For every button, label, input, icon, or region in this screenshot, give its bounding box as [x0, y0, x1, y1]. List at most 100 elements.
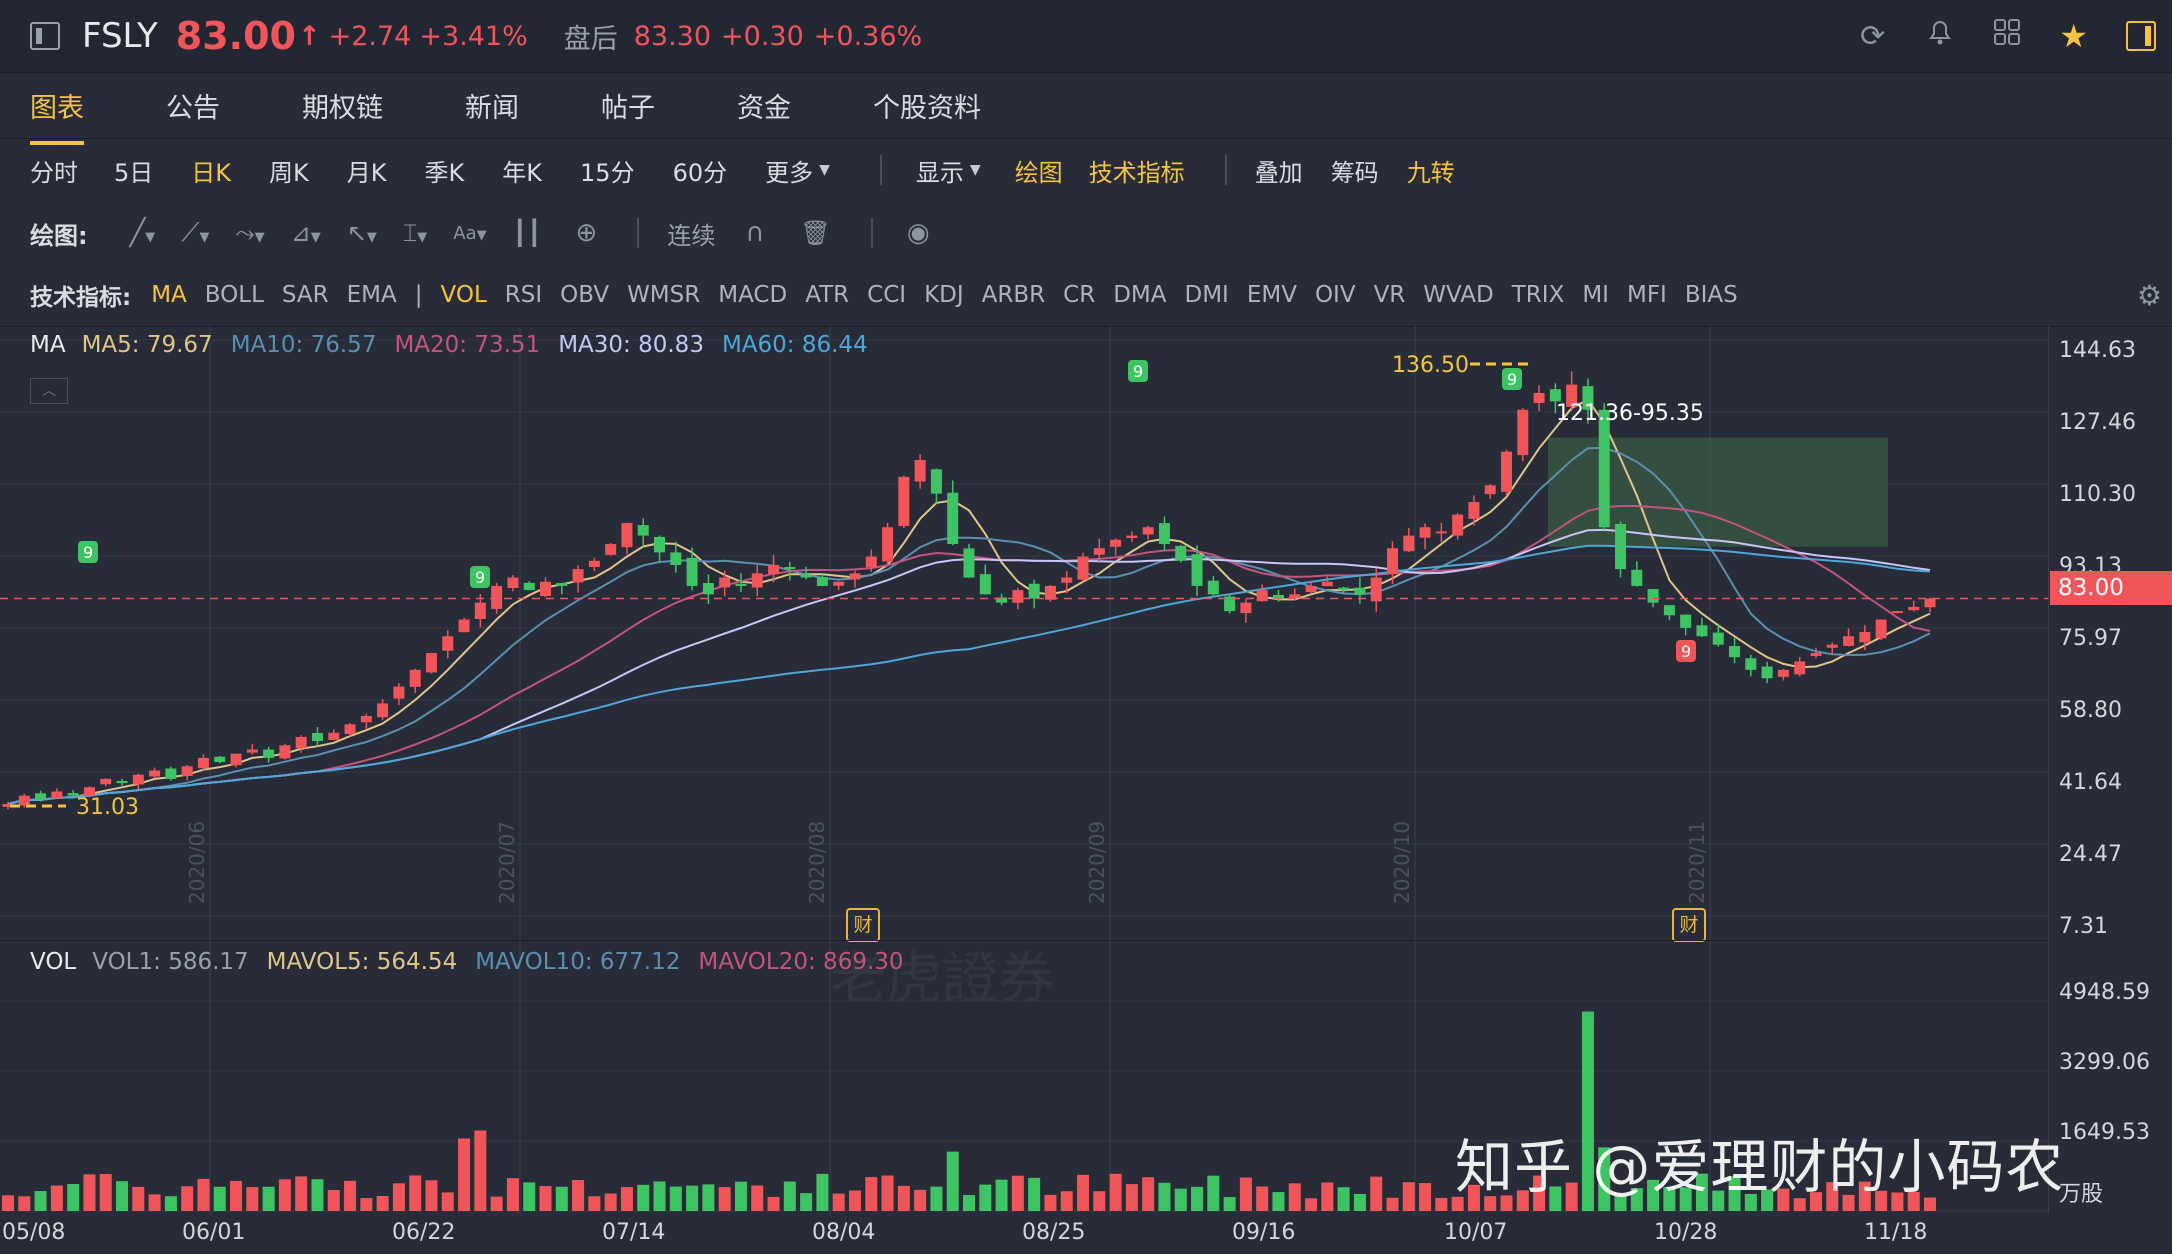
indicator-vol[interactable]: VOL [440, 282, 487, 308]
text-tool-icon[interactable]: Aa▼ [453, 222, 487, 244]
indicator-cci[interactable]: CCI [867, 282, 907, 308]
volume-bar [2, 1195, 14, 1211]
indicator-macd[interactable]: MACD [718, 282, 788, 308]
indicator-mi[interactable]: MI [1582, 282, 1609, 308]
indicator-rsi[interactable]: RSI [504, 282, 543, 308]
refresh-icon[interactable]: ⟳ [1860, 18, 1886, 54]
candle-tool-icon[interactable]: ┃┃ [512, 219, 542, 247]
settings-gear-icon[interactable]: ⚙ [2136, 278, 2162, 312]
tab-capital[interactable]: 资金 [737, 92, 791, 124]
candle-body [882, 527, 894, 562]
nine-badge-text: 9 [83, 543, 93, 562]
ray-tool-icon[interactable]: ⟋▼ [181, 217, 210, 248]
grid-icon[interactable] [1993, 18, 2021, 54]
candle-body [1338, 587, 1350, 591]
volume-bar [278, 1179, 291, 1211]
volume-chart[interactable] [0, 941, 2048, 1215]
measure-tool-icon[interactable]: ⌶▼ [402, 219, 428, 247]
trash-icon[interactable]: 🗑 [800, 219, 831, 247]
earnings-badge[interactable]: 财 [846, 908, 880, 942]
indicator-dma[interactable]: DMA [1113, 282, 1167, 308]
volume-bar [1191, 1186, 1204, 1211]
arrow-tool-icon[interactable]: ↖▼ [346, 219, 377, 247]
collapse-icon[interactable]: ︿ [30, 378, 68, 404]
indicator-wvad[interactable]: WVAD [1423, 282, 1494, 308]
price-chart-panel[interactable]: 2020/06 2020/07 2020/08 2020/09 2020/10 2020/… [0, 326, 2048, 1012]
overlay-menu[interactable]: 叠加 [1254, 158, 1303, 187]
volume-bar [197, 1178, 210, 1211]
period-daily[interactable]: 日K [191, 158, 232, 187]
tab-posts[interactable]: 帖子 [601, 92, 655, 124]
indicator-oiv[interactable]: OIV [1314, 282, 1356, 308]
indicator-emv[interactable]: EMV [1246, 282, 1297, 308]
candle-body [2, 804, 14, 807]
nine-turn-toggle[interactable]: 九转 [1406, 158, 1455, 187]
panel-toggle-icon[interactable] [2126, 21, 2156, 51]
tab-options-chain[interactable]: 期权链 [302, 92, 383, 124]
candle-body [295, 736, 307, 749]
period-monthly[interactable]: 月K [346, 158, 387, 187]
favorite-star-icon[interactable]: ★ [2059, 17, 2088, 55]
fib-tool-icon[interactable]: ⊿▼ [290, 219, 321, 247]
tab-news[interactable]: 新闻 [465, 92, 519, 124]
x-axis: 05/08 06/01 06/22 07/14 08/04 08/25 09/16 10/07… [0, 1214, 2048, 1254]
indicator-bias[interactable]: BIAS [1684, 282, 1738, 308]
volume-bar [1451, 1196, 1464, 1211]
period-quarterly[interactable]: 季K [424, 158, 465, 187]
period-15min[interactable]: 15分 [580, 158, 635, 187]
vol-legend: VOL VOL1: 586.17 MAVOL5: 564.54 MAVOL10: 6… [30, 949, 922, 975]
continuous-draw-toggle[interactable]: 连续 [667, 221, 716, 250]
indicator-mfi[interactable]: MFI [1626, 282, 1667, 308]
period-5day[interactable]: 5日 [114, 158, 154, 187]
candle-body [1403, 535, 1415, 552]
ma-legend-item: MA10: 76.57 [230, 332, 377, 358]
eye-icon[interactable]: ◉ [906, 218, 930, 248]
volume-bar [946, 1151, 959, 1211]
indicator-ma[interactable]: MA [151, 282, 187, 308]
indicator-wmsr[interactable]: WMSR [627, 282, 701, 308]
period-intraday[interactable]: 分时 [30, 158, 78, 187]
volume-bar [1353, 1194, 1366, 1211]
candle-body [458, 619, 470, 633]
candle-body [507, 577, 519, 589]
tab-chart[interactable]: 图表 [26, 86, 88, 145]
period-yearly[interactable]: 年K [502, 158, 543, 187]
display-menu[interactable]: 显示 [915, 158, 964, 187]
zoom-icon[interactable]: ⊕ [575, 218, 598, 248]
indicator-boll[interactable]: BOLL [204, 282, 264, 308]
indicator-trix[interactable]: TRIX [1511, 282, 1565, 308]
sidebar-toggle-icon[interactable] [30, 22, 60, 50]
indicator-arbr[interactable]: ARBR [981, 282, 1046, 308]
period-60min[interactable]: 60分 [672, 158, 728, 187]
tab-profile[interactable]: 个股资料 [873, 92, 981, 124]
bell-icon[interactable] [1927, 18, 1953, 54]
wave-tool-icon[interactable]: ⤳▼ [235, 219, 265, 247]
date-axis-label: 08/25 [1022, 1220, 1086, 1245]
candle-body [930, 469, 942, 494]
indicator-vr[interactable]: VR [1373, 282, 1406, 308]
draw-toggle[interactable]: 绘图 [1014, 158, 1063, 187]
indicator-obv[interactable]: OBV [560, 282, 610, 308]
magnet-icon[interactable]: ∩ [745, 218, 765, 248]
candle-body [849, 573, 861, 580]
indicator-atr[interactable]: ATR [805, 282, 850, 308]
candle-body [556, 582, 568, 586]
indicator-kdj[interactable]: KDJ [924, 282, 964, 308]
indicator-sar[interactable]: SAR [281, 282, 329, 308]
candle-body [996, 597, 1008, 603]
indicator-cr[interactable]: CR [1063, 282, 1096, 308]
candle-body [1712, 632, 1724, 645]
indicator-ema[interactable]: EMA [346, 282, 397, 308]
line-tool-icon[interactable]: ╱▼ [129, 218, 156, 248]
period-more[interactable]: 更多 [765, 158, 814, 187]
volume-chart-panel[interactable]: VOL VOL1: 586.17 MAVOL5: 564.54 MAVOL10: 6… [0, 940, 2048, 1215]
indicator-dmi[interactable]: DMI [1184, 282, 1229, 308]
candle-body [1517, 409, 1529, 456]
period-toolbar: 分时 5日 日K 周K 月K 季K 年K 15分 60分 更多 ▼ 显示 ▼ 绘… [0, 138, 2172, 202]
tab-announcements[interactable]: 公告 [166, 92, 220, 124]
period-weekly[interactable]: 周K [269, 158, 309, 187]
price-chart[interactable]: 2020/06 2020/07 2020/08 2020/09 2020/10 2020/… [0, 326, 2048, 940]
chips-menu[interactable]: 筹码 [1330, 158, 1379, 187]
earnings-badge[interactable]: 财 [1672, 908, 1706, 942]
indicators-toggle[interactable]: 技术指标 [1088, 158, 1185, 187]
